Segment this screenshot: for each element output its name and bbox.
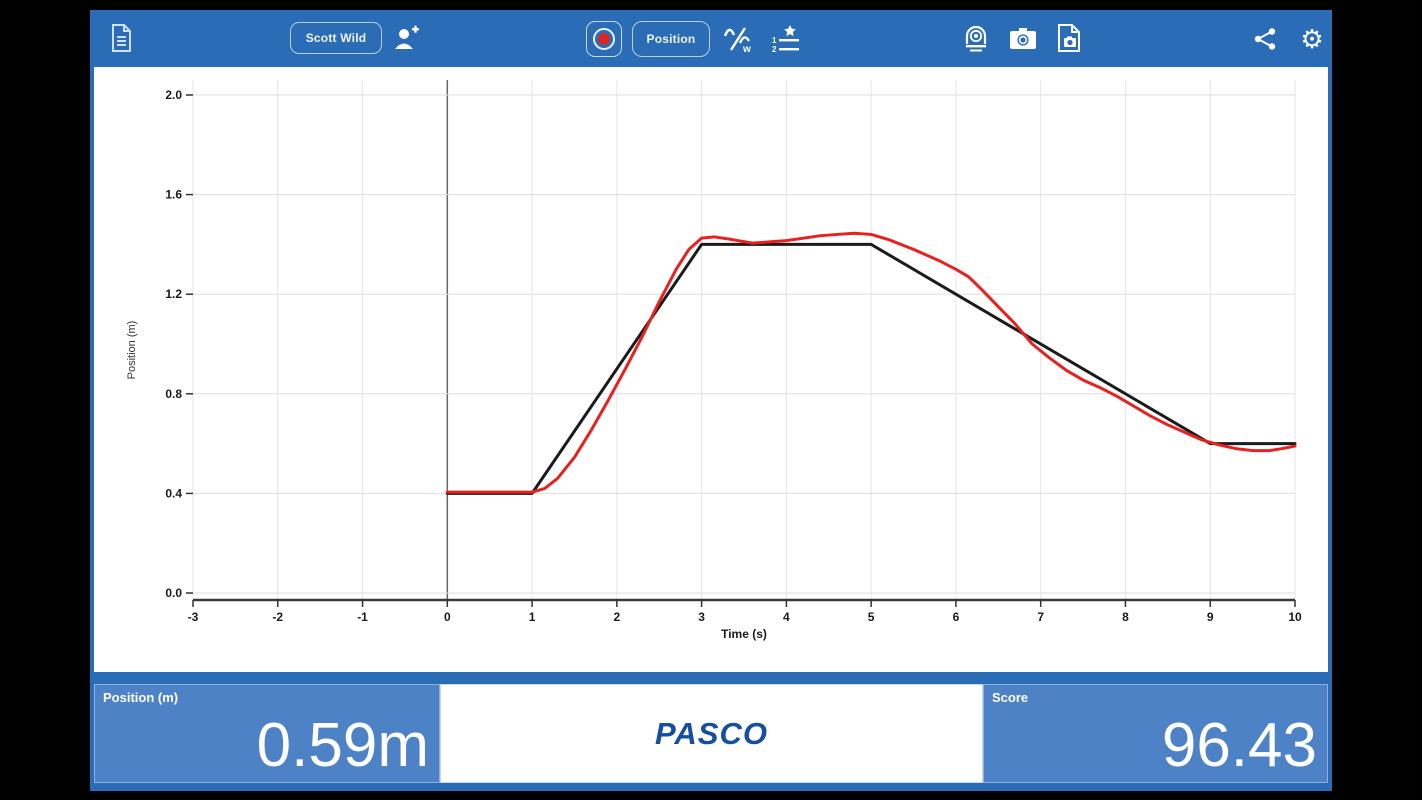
svg-text:0: 0 — [444, 610, 451, 624]
svg-text:w: w — [742, 44, 751, 54]
add-user-icon[interactable] — [390, 22, 422, 54]
svg-text:3: 3 — [698, 610, 705, 624]
svg-text:1: 1 — [772, 36, 777, 45]
scored-list-icon[interactable]: 1 2 — [770, 23, 802, 55]
page-snapshot-icon[interactable] — [1054, 22, 1084, 54]
pasco-logo: PASCO — [655, 715, 768, 751]
svg-text:6: 6 — [953, 610, 960, 624]
toolbar: Scott Wild Position w — [90, 10, 1332, 67]
bottom-displays: Position (m) 0.59m PASCO Score 96.43 — [94, 672, 1328, 791]
app-window: Scott Wild Position w — [90, 10, 1332, 791]
svg-text:1.2: 1.2 — [165, 287, 182, 301]
svg-text:7: 7 — [1037, 610, 1044, 624]
record-icon — [593, 28, 615, 50]
svg-text:0.8: 0.8 — [165, 387, 182, 401]
svg-text:2: 2 — [614, 610, 621, 624]
svg-text:9: 9 — [1207, 610, 1214, 624]
position-display-label: Position (m) — [103, 690, 179, 705]
graph-area: -3 -2 -1 0 1 2 3 4 5 6 7 8 9 10 0.0 0.4 0.8 1.2 1.6 2.0 Time… — [94, 67, 1328, 672]
sensor-icon[interactable] — [960, 22, 992, 56]
svg-text:4: 4 — [783, 610, 790, 624]
position-display-value: 0.59m — [256, 710, 429, 780]
score-display-label: Score — [992, 690, 1029, 705]
score-display-value: 96.43 — [1161, 710, 1317, 780]
gear-icon[interactable]: ⚙ — [1296, 23, 1328, 55]
record-button[interactable] — [586, 21, 622, 57]
svg-text:1: 1 — [529, 610, 536, 624]
journal-file-icon[interactable] — [106, 22, 136, 54]
svg-text:0.4: 0.4 — [165, 486, 182, 500]
svg-text:Position (m): Position (m) — [126, 321, 138, 380]
svg-text:10: 10 — [1288, 610, 1302, 624]
svg-text:-2: -2 — [272, 610, 283, 624]
svg-text:2.0: 2.0 — [165, 88, 182, 102]
wave-settings-icon[interactable]: w — [722, 23, 754, 55]
brand-panel: PASCO — [440, 684, 983, 783]
svg-text:-1: -1 — [357, 610, 368, 624]
svg-text:5: 5 — [868, 610, 875, 624]
position-digits-display[interactable]: Position (m) 0.59m — [94, 684, 440, 783]
svg-text:1.6: 1.6 — [165, 188, 182, 202]
camera-snapshot-icon[interactable] — [1007, 27, 1039, 51]
svg-text:-3: -3 — [188, 610, 199, 624]
svg-text:0.0: 0.0 — [165, 586, 182, 600]
svg-text:2: 2 — [772, 45, 777, 54]
svg-text:Time (s): Time (s) — [721, 627, 767, 641]
position-tab-button[interactable]: Position — [632, 21, 710, 57]
user-button[interactable]: Scott Wild — [290, 22, 382, 54]
svg-text:8: 8 — [1122, 610, 1129, 624]
share-icon[interactable] — [1252, 26, 1278, 52]
score-digits-display[interactable]: Score 96.43 — [983, 684, 1328, 783]
position-time-graph[interactable]: -3 -2 -1 0 1 2 3 4 5 6 7 8 9 10 0.0 0.4 0.8 1.2 1.6 2.0 Time… — [94, 67, 1328, 672]
